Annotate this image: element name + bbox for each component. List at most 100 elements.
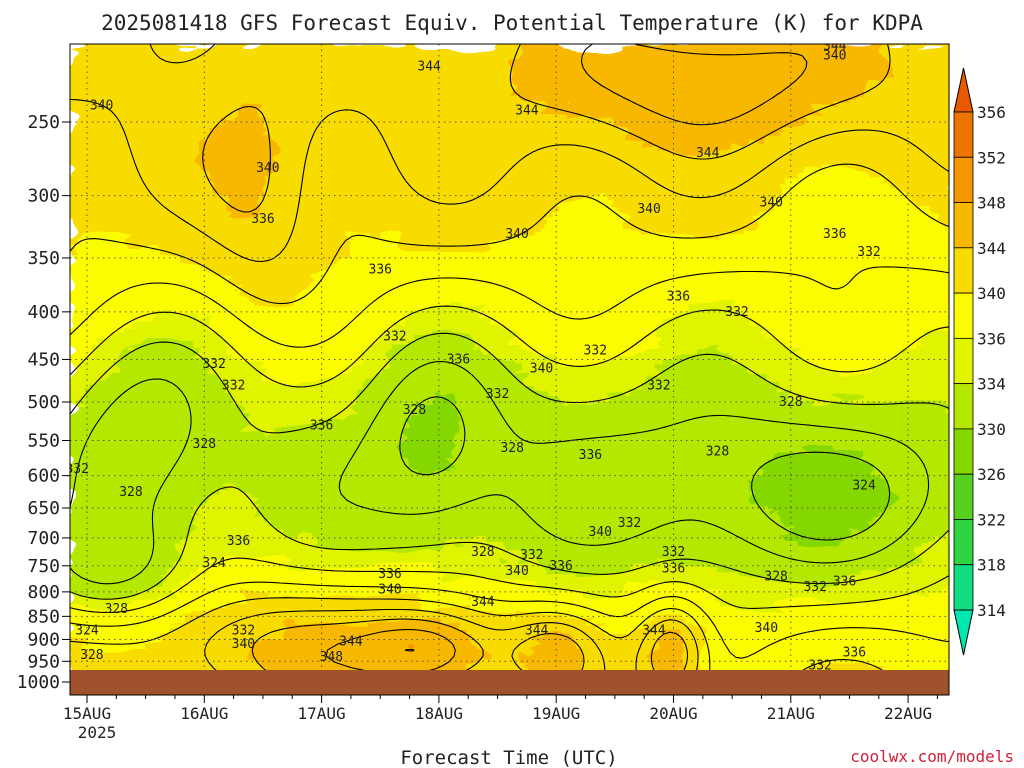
contour-label: 340 <box>256 161 279 176</box>
contour-label: 336 <box>447 352 470 367</box>
y-tick-label: 750 <box>27 556 60 577</box>
y-tick-label: 800 <box>27 582 60 603</box>
y-tick-label: 850 <box>27 606 60 627</box>
contour-label: 324 <box>852 479 876 494</box>
colorbar-swatch <box>953 292 974 339</box>
colorbar-top-arrow <box>953 67 974 113</box>
colorbar-tick-label: 356 <box>977 103 1006 122</box>
contour-label: 344 <box>823 39 847 54</box>
contour-label: 332 <box>584 343 607 358</box>
colorbar-swatch <box>953 564 974 611</box>
contour-label: 328 <box>500 441 523 456</box>
contour-label: 344 <box>515 104 539 119</box>
contour-label: 336 <box>579 448 602 463</box>
contour-label: 324 <box>202 556 226 571</box>
contour-label: 332 <box>222 379 245 394</box>
x-tick-label: 22AUG <box>884 704 932 723</box>
contour-label: 344 <box>339 635 363 650</box>
contour-label: 344 <box>471 595 495 610</box>
contour-label: 348 <box>320 650 343 665</box>
colorbar-swatch <box>953 428 974 475</box>
x-year-label: 2025 <box>78 723 117 742</box>
colorbar-tick-label: 352 <box>977 148 1006 167</box>
contour-label: 340 <box>90 99 113 114</box>
contour-label: 336 <box>667 289 690 304</box>
y-tick-label: 650 <box>27 498 60 519</box>
x-tick-label: 18AUG <box>415 704 463 723</box>
contour-label: 340 <box>637 202 660 217</box>
contour-label: 332 <box>383 329 406 344</box>
y-axis: 2503003504004505005506006507007508008509… <box>17 112 70 693</box>
contour-label: 336 <box>833 575 856 590</box>
contour-label: 328 <box>193 437 216 452</box>
colorbar: 356 352 348 344 340 336 334 330 326 322 318 314 <box>953 67 1006 656</box>
contour-label: 332 <box>202 357 225 372</box>
colorbar-tick-label: 318 <box>977 556 1006 575</box>
colorbar-tick-label: 340 <box>977 284 1006 303</box>
contour-label: 328 <box>105 602 128 617</box>
colorbar-swatch <box>953 473 974 520</box>
contour-label: 340 <box>755 621 778 636</box>
contour-label: 344 <box>642 623 666 638</box>
contour-label: 344 <box>525 623 549 638</box>
contour-label: 336 <box>549 559 572 574</box>
contour-label: 344 <box>696 146 720 161</box>
y-tick-label: 500 <box>27 392 60 413</box>
contour-label: 340 <box>232 637 255 652</box>
contour-label: 332 <box>65 462 88 477</box>
colorbar-tick-label: 330 <box>977 420 1006 439</box>
x-tick-label: 19AUG <box>532 704 580 723</box>
x-tick-label: 21AUG <box>767 704 815 723</box>
colorbar-tick-label: 348 <box>977 194 1006 213</box>
contour-label: 328 <box>471 545 494 560</box>
x-axis: 15AUG 16AUG 17AUG 18AUG 19AUG 20AUG 21AUG 22AUG <box>63 695 938 723</box>
contour-label: 332 <box>803 580 826 595</box>
y-tick-label: 900 <box>27 629 60 650</box>
ground-surface <box>70 670 949 695</box>
contour-label: 336 <box>310 419 333 434</box>
contour-label: 340 <box>760 195 783 210</box>
contour-label: 344 <box>417 60 441 75</box>
contour-label: 336 <box>823 227 846 242</box>
contour-label: 332 <box>232 623 255 638</box>
colorbar-swatch <box>953 383 974 430</box>
y-tick-label: 450 <box>27 349 60 370</box>
colorbar-tick-label: 336 <box>977 329 1006 348</box>
contour-label: 332 <box>647 379 670 394</box>
colorbar-tick-label: 326 <box>977 465 1006 484</box>
x-tick-label: 16AUG <box>180 704 228 723</box>
colorbar-tick-label: 334 <box>977 375 1006 394</box>
contour-label: 336 <box>369 262 392 277</box>
contour-label: 336 <box>227 534 250 549</box>
colorbar-tick-label: 344 <box>977 239 1006 258</box>
contour-label: 340 <box>588 525 611 540</box>
contour-label: 332 <box>725 305 748 320</box>
contour-label: 340 <box>505 227 528 242</box>
y-tick-label: 1000 <box>17 672 60 693</box>
contour-label: 340 <box>823 48 846 63</box>
colorbar-swatch <box>953 111 974 158</box>
y-tick-label: 300 <box>27 186 60 207</box>
contour-label: 328 <box>764 569 787 584</box>
contour-label: 340 <box>530 361 553 376</box>
contour-label: 328 <box>403 403 426 418</box>
contour-label: 336 <box>843 646 866 661</box>
y-tick-label: 400 <box>27 302 60 323</box>
colorbar-tick-label: 322 <box>977 510 1006 529</box>
y-tick-label: 350 <box>27 248 60 269</box>
contour-label: 328 <box>779 395 802 410</box>
colorbar-tick-label: 314 <box>977 601 1006 620</box>
contour-label: 328 <box>119 485 142 500</box>
y-tick-label: 600 <box>27 466 60 487</box>
contour-label: 332 <box>857 245 880 260</box>
chart-title: 2025081418 GFS Forecast Equiv. Potential… <box>101 11 923 35</box>
contour-label: 332 <box>662 545 685 560</box>
contour-label: 340 <box>505 564 528 579</box>
contour-label: 336 <box>662 561 685 576</box>
colorbar-swatch <box>953 337 974 385</box>
plot-frame <box>69 43 950 696</box>
watermark: coolwx.com/models <box>850 747 1014 766</box>
y-tick-label: 700 <box>27 528 60 549</box>
